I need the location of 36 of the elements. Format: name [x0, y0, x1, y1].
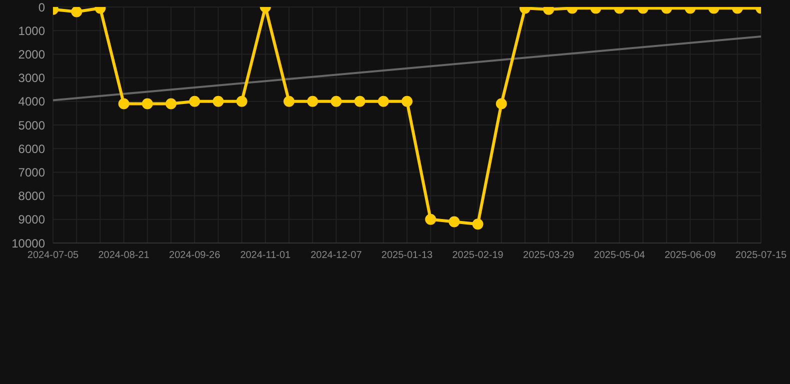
x-tick-label: 2024-09-26	[169, 250, 221, 262]
y-tick-label: 9000	[18, 212, 46, 227]
y-tick-label: 10000	[12, 236, 46, 250]
line-series	[53, 36, 761, 102]
y-tick-label: 1000	[18, 24, 46, 38]
x-tick-label: 2024-11-01	[240, 250, 292, 262]
point	[142, 98, 153, 110]
point	[284, 96, 294, 107]
point	[236, 96, 248, 107]
x-tick-label: 2025-01-13	[381, 250, 434, 262]
x-tick-label: 2024-07-05	[27, 250, 80, 262]
y-tick-label: 2000	[18, 47, 46, 62]
y-tick-label: 4000	[18, 94, 46, 109]
point	[496, 98, 507, 110]
x-tick-label: 2025-07-15	[735, 250, 788, 262]
point	[378, 96, 389, 107]
y-tick-label: 8000	[18, 189, 46, 204]
y-tick-label: 3000	[18, 71, 46, 86]
point	[354, 96, 366, 107]
point	[212, 96, 224, 107]
x-tick-label: 2025-02-19	[452, 250, 504, 262]
point	[402, 96, 412, 107]
y-tick-label: 6000	[18, 142, 46, 156]
y-tick-label: 7000	[18, 165, 46, 180]
x-tick-label: 2025-05-04	[594, 250, 646, 262]
point	[166, 98, 176, 110]
point	[330, 96, 342, 107]
y-tick-label: 0	[38, 0, 46, 14]
y-tick-label: 5000	[18, 118, 46, 132]
point	[189, 96, 200, 107]
point	[118, 98, 130, 110]
x-tick-label: 2025-06-09	[664, 250, 716, 262]
x-tick-label: 2025-03-29	[523, 250, 575, 262]
x-tick-label: 2024-08-21	[98, 250, 150, 262]
x-tick-label: 2024-12-07	[310, 250, 362, 262]
point	[307, 96, 318, 107]
